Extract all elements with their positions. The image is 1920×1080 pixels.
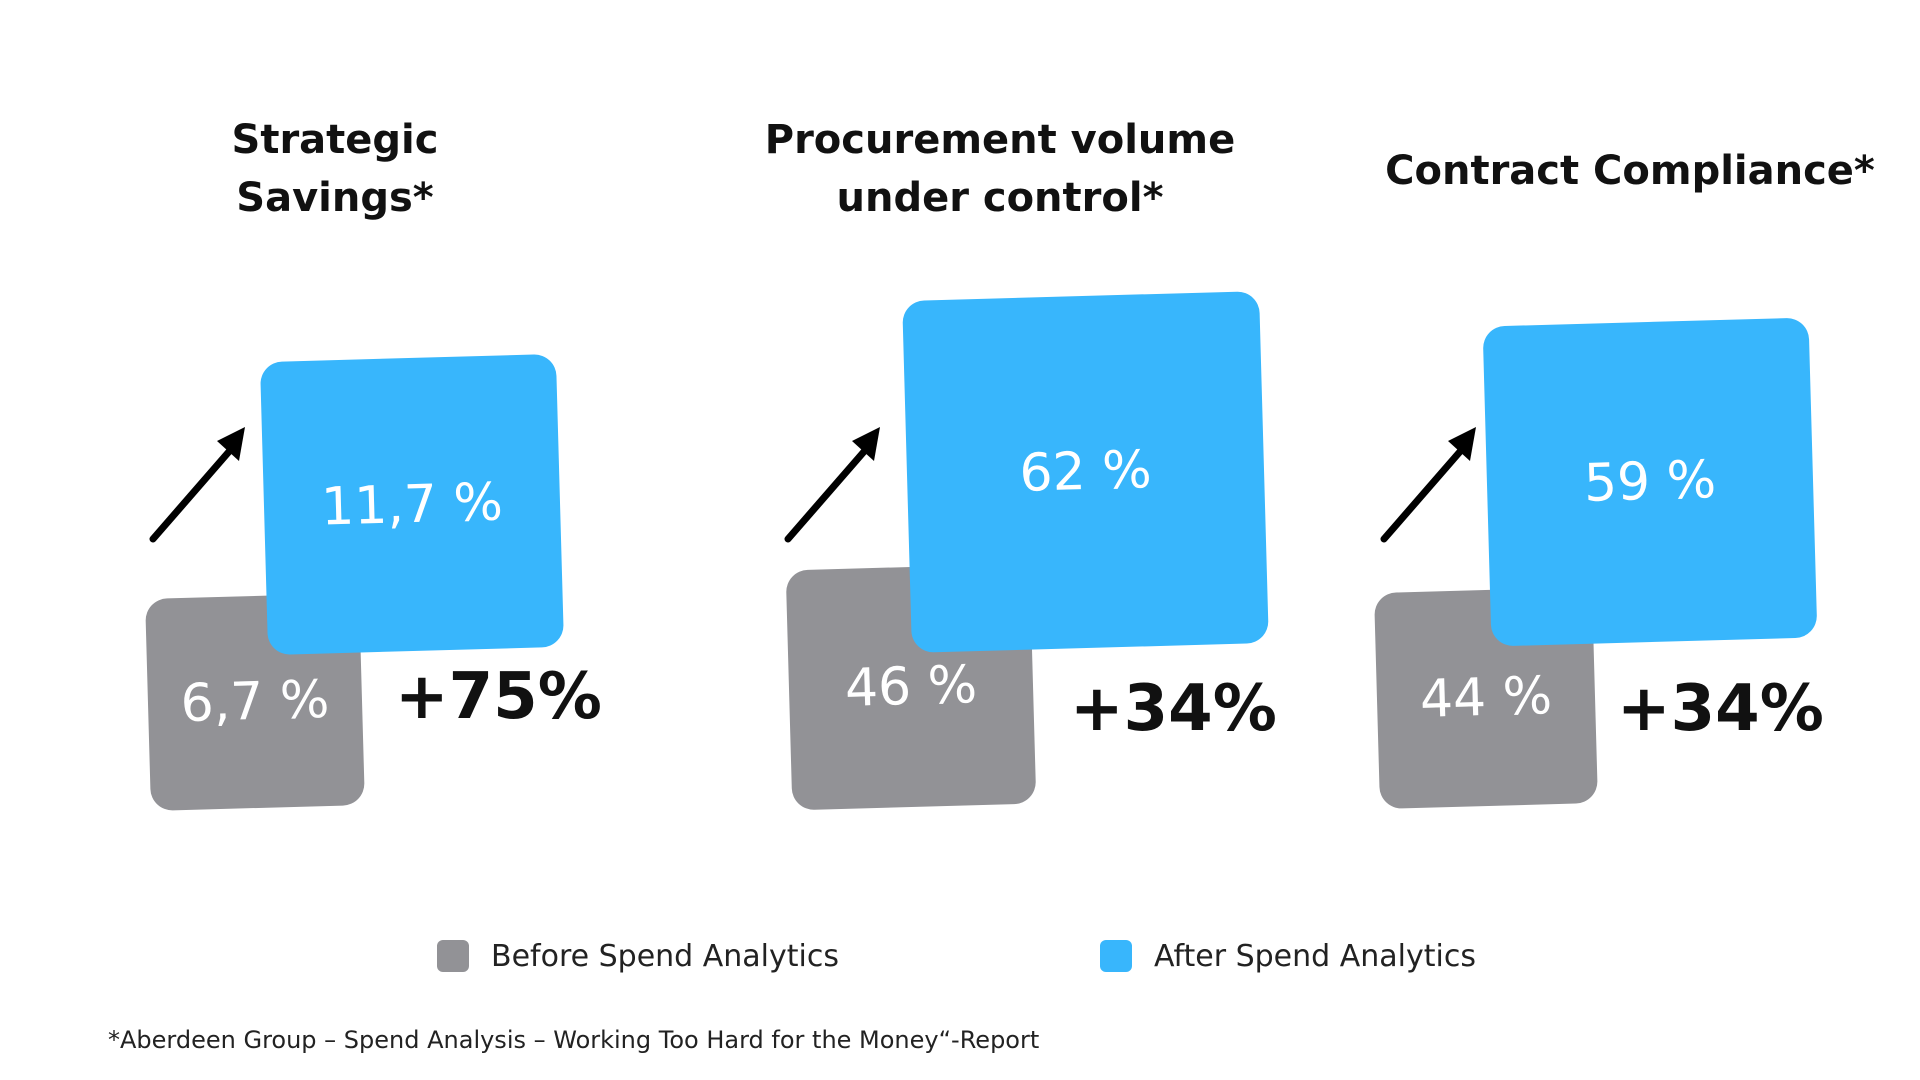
panel-strategic-savings: Strategic Savings* 6,7 % 11,7 % +75% xyxy=(0,0,602,860)
after-value-label: 62 % xyxy=(1018,440,1153,504)
change-percentage: +34% xyxy=(1070,672,1277,746)
after-value-box: 59 % xyxy=(1482,317,1818,647)
legend-swatch-before xyxy=(437,940,469,972)
panel-procurement-volume: Procurement volume under control* 46 % 6… xyxy=(640,0,1277,860)
panel-title: Procurement volume under control* xyxy=(764,117,1236,221)
arrow-up-right-icon xyxy=(1380,427,1476,543)
panel-title: Strategic Savings* xyxy=(231,117,439,221)
arrow-up-right-icon xyxy=(149,427,245,543)
after-value-label: 59 % xyxy=(1583,450,1717,514)
after-value-label: 11,7 % xyxy=(320,471,504,538)
legend-label: After Spend Analytics xyxy=(1154,938,1476,974)
legend-label: Before Spend Analytics xyxy=(491,938,839,974)
before-value-label: 44 % xyxy=(1419,666,1553,730)
panel-title: Contract Compliance* xyxy=(1385,148,1875,194)
after-value-box: 62 % xyxy=(902,291,1269,653)
arrow-up-right-icon xyxy=(784,427,880,543)
legend-item-before: Before Spend Analytics xyxy=(437,936,839,976)
before-value-label: 46 % xyxy=(844,655,978,719)
source-footnote: *Aberdeen Group – Spend Analysis – Worki… xyxy=(108,1026,1040,1054)
panel-contract-compliance: Contract Compliance* 44 % 59 % +34% xyxy=(1340,0,1920,860)
legend-item-after: After Spend Analytics xyxy=(1100,936,1476,976)
change-percentage: +75% xyxy=(395,660,602,734)
after-value-box: 11,7 % xyxy=(259,353,565,656)
before-value-label: 6,7 % xyxy=(179,669,331,735)
change-percentage: +34% xyxy=(1617,672,1824,746)
legend-swatch-after xyxy=(1100,940,1132,972)
